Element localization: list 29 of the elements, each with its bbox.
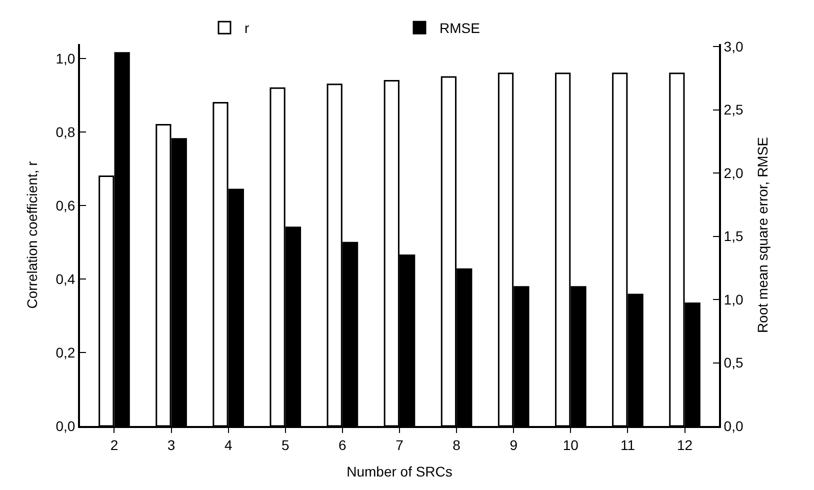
y2-tick-label: 1,0 [724,291,744,308]
x-tick-label: 11 [620,436,636,453]
x-tick-label: 2 [110,436,118,453]
x-axis-title: Number of SRCs [346,464,452,480]
x-tick-label: 4 [224,436,232,453]
x-tick-label: 8 [452,436,461,453]
legend-label: RMSE [440,20,480,36]
y-axis-title: Correlation coefficient, r [24,160,40,309]
x-tick-label: 10 [562,436,579,453]
y-tick-label: 0,2 [56,344,76,360]
x-tick-label: 9 [510,436,518,453]
y2-tick-label: 0,0 [724,418,744,434]
y-tick-label: 0,6 [56,198,76,214]
y2-tick-label: 0,5 [724,354,744,371]
y2-tick-label: 1,5 [724,228,744,244]
x-tick-label: 7 [396,436,404,453]
legend-label: r [244,20,250,36]
y-tick-label: 0,4 [56,270,76,287]
y2-tick-label: 2,5 [724,102,744,118]
x-tick-label: 12 [676,436,693,453]
x-tick-label: 5 [281,436,290,453]
y2-axis-title: Root mean square error, RMSE [754,136,770,334]
x-tick-label: 6 [338,436,347,453]
y-tick-label: 0,8 [56,124,76,140]
y2-tick-label: 2,0 [724,164,744,181]
x-tick-label: 3 [167,436,176,453]
y-tick-label: 0,0 [56,418,76,434]
y-tick-label: 1,0 [56,50,76,67]
y2-tick-label: 3,0 [724,38,744,54]
